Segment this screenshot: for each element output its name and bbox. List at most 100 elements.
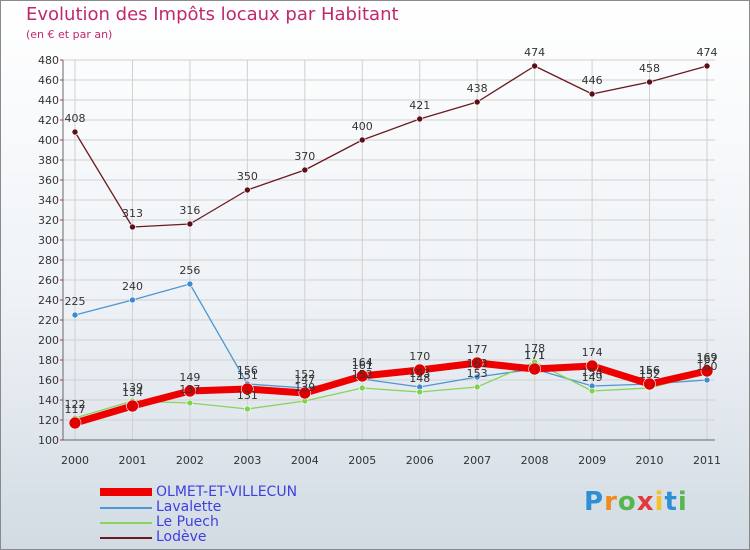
x-tick-label: 2010 — [636, 454, 664, 467]
proxiti-logo: Proxiti — [584, 487, 688, 517]
legend-label-lavalette: Lavalette — [156, 499, 222, 515]
y-tick-label: 300 — [38, 234, 59, 247]
y-tick-label: 400 — [38, 134, 59, 147]
data-label-le-puech: 148 — [409, 372, 430, 385]
y-tick-label: 480 — [38, 54, 59, 67]
data-label-le-puech: 152 — [352, 368, 373, 381]
data-label-olmet-et-villecun: 117 — [65, 403, 86, 416]
data-point-olmet-et-villecun — [585, 359, 599, 373]
y-tick-label: 360 — [38, 174, 59, 187]
y-tick-label: 220 — [38, 314, 59, 327]
data-point-lod-ve — [358, 136, 366, 144]
data-label-lavalette: 163 — [467, 357, 488, 370]
y-tick-label: 280 — [38, 254, 59, 267]
data-label-le-puech: 122 — [65, 398, 86, 411]
x-tick-label: 2007 — [463, 454, 491, 467]
data-point-lod-ve — [186, 220, 194, 228]
data-point-le-puech — [186, 399, 194, 407]
data-point-lavalette — [703, 376, 711, 384]
data-label-olmet-et-villecun: 156 — [639, 364, 660, 377]
data-point-lod-ve — [416, 115, 424, 123]
chart-subtitle: (en € et par an) — [26, 28, 113, 41]
data-point-olmet-et-villecun — [241, 382, 254, 396]
y-tick-label: 380 — [38, 154, 59, 167]
data-point-le-puech — [416, 388, 424, 396]
data-label-olmet-et-villecun: 151 — [237, 369, 258, 382]
data-point-lod-ve — [129, 223, 136, 231]
data-label-le-puech: 153 — [467, 367, 488, 380]
data-label-lod-ve: 458 — [639, 62, 660, 75]
data-point-olmet-et-villecun — [183, 384, 197, 398]
logo-letter: o — [617, 487, 637, 517]
legend-label-olmet: OLMET-ET-VILLECUN — [156, 484, 298, 500]
data-point-olmet-et-villecun — [298, 386, 312, 400]
data-point-le-puech — [244, 405, 251, 413]
y-tick-label: 240 — [38, 294, 59, 307]
data-point-lavalette — [129, 296, 136, 304]
data-label-lod-ve: 438 — [467, 82, 488, 95]
legend-label-le-puech: Le Puech — [156, 514, 219, 530]
data-label-le-puech: 167 — [697, 353, 718, 366]
data-point-le-puech — [358, 384, 366, 392]
logo-letter: r — [604, 487, 618, 517]
data-label-lod-ve: 421 — [409, 99, 430, 112]
data-point-lod-ve — [588, 90, 596, 98]
y-tick-label: 440 — [38, 94, 59, 107]
data-label-lavalette: 152 — [294, 368, 315, 381]
data-label-le-puech: 139 — [294, 381, 315, 394]
y-tick-label: 160 — [38, 374, 59, 387]
data-point-olmet-et-villecun — [68, 416, 82, 430]
data-label-olmet-et-villecun: 170 — [409, 350, 430, 363]
chart-title: Evolution des Impôts locaux par Habitant — [26, 4, 399, 25]
data-point-lod-ve — [531, 62, 538, 70]
legend-item-olmet[interactable]: OLMET-ET-VILLECUN — [100, 485, 340, 500]
legend-item-le-puech[interactable]: Le Puech — [100, 515, 340, 530]
y-tick-label: 100 — [38, 434, 59, 447]
x-tick-label: 2002 — [176, 454, 204, 467]
data-label-lod-ve: 313 — [122, 207, 143, 220]
x-tick-label: 2000 — [61, 454, 89, 467]
data-label-lod-ve: 370 — [294, 150, 315, 163]
data-label-olmet-et-villecun: 177 — [467, 343, 488, 356]
data-label-le-puech: 152 — [639, 368, 660, 381]
y-tick-label: 420 — [38, 114, 59, 127]
legend-item-lodeve[interactable]: Lodève — [100, 530, 340, 545]
x-tick-label: 2005 — [348, 454, 376, 467]
y-tick-label: 140 — [38, 394, 59, 407]
y-tick-label: 200 — [38, 334, 59, 347]
y-tick-label: 320 — [38, 214, 59, 227]
data-point-olmet-et-villecun — [700, 364, 714, 378]
data-point-lod-ve — [703, 62, 711, 70]
data-point-olmet-et-villecun — [643, 377, 656, 391]
x-tick-label: 2006 — [406, 454, 434, 467]
logo-letter: i — [654, 487, 665, 517]
data-label-lavalette: 156 — [237, 364, 258, 377]
logo-letter: x — [636, 487, 655, 517]
data-label-olmet-et-villecun: 169 — [697, 351, 718, 364]
legend-swatch-le-puech — [100, 522, 152, 524]
legend-item-lavalette[interactable]: Lavalette — [100, 500, 340, 515]
data-point-olmet-et-villecun — [470, 356, 484, 370]
logo-letter: i — [677, 487, 688, 517]
data-label-lavalette: 153 — [409, 367, 430, 380]
y-tick-label: 340 — [38, 194, 59, 207]
series-line-lavalette — [74, 283, 708, 389]
data-label-olmet-et-villecun: 134 — [122, 386, 143, 399]
data-label-lavalette: 156 — [639, 364, 660, 377]
y-tick-label: 180 — [38, 354, 59, 367]
data-point-olmet-et-villecun — [528, 362, 541, 376]
legend-swatch-lavalette — [100, 507, 152, 509]
series-line-le-puech — [74, 361, 708, 419]
data-label-lod-ve: 474 — [697, 46, 718, 59]
legend-label-lodeve: Lodève — [156, 529, 207, 545]
data-label-olmet-et-villecun: 149 — [179, 371, 200, 384]
data-label-lod-ve: 350 — [237, 170, 258, 183]
data-label-lavalette: 160 — [697, 360, 718, 373]
data-point-lod-ve — [301, 166, 309, 174]
data-point-lod-ve — [473, 98, 481, 106]
data-point-lod-ve — [244, 186, 251, 194]
data-label-le-puech: 149 — [582, 371, 603, 384]
data-label-olmet-et-villecun: 174 — [582, 346, 603, 359]
data-label-lod-ve: 408 — [65, 112, 86, 125]
